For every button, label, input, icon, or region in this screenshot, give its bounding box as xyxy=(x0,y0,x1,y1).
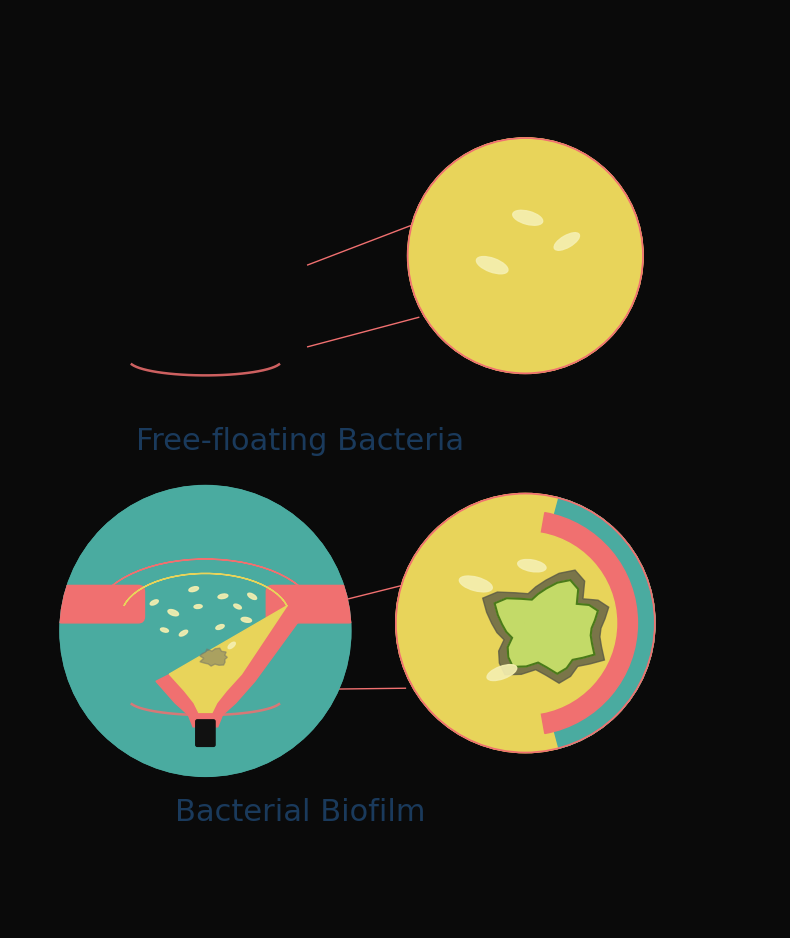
Ellipse shape xyxy=(560,269,581,285)
Ellipse shape xyxy=(150,599,158,605)
Circle shape xyxy=(407,137,644,374)
FancyBboxPatch shape xyxy=(56,246,145,283)
Ellipse shape xyxy=(513,210,543,225)
Ellipse shape xyxy=(241,617,251,622)
Circle shape xyxy=(59,485,352,777)
Polygon shape xyxy=(99,219,312,387)
Polygon shape xyxy=(200,648,228,666)
Ellipse shape xyxy=(179,630,188,636)
Ellipse shape xyxy=(228,643,235,649)
Text: Free-floating Bacteria: Free-floating Bacteria xyxy=(136,427,465,456)
Wedge shape xyxy=(525,532,617,714)
FancyBboxPatch shape xyxy=(266,585,355,623)
Ellipse shape xyxy=(471,223,490,235)
FancyBboxPatch shape xyxy=(196,380,215,407)
Ellipse shape xyxy=(218,594,228,598)
Polygon shape xyxy=(99,559,312,727)
Ellipse shape xyxy=(231,304,239,311)
Ellipse shape xyxy=(253,253,263,260)
Ellipse shape xyxy=(234,604,242,609)
FancyBboxPatch shape xyxy=(266,246,355,283)
Ellipse shape xyxy=(517,560,546,572)
Ellipse shape xyxy=(501,240,526,252)
Polygon shape xyxy=(124,234,287,372)
Text: Bacterial Biofilm: Bacterial Biofilm xyxy=(175,798,426,827)
Wedge shape xyxy=(525,513,638,734)
Polygon shape xyxy=(495,580,598,673)
Ellipse shape xyxy=(535,283,559,304)
Ellipse shape xyxy=(189,586,198,592)
Ellipse shape xyxy=(194,605,202,609)
Wedge shape xyxy=(525,497,656,749)
Ellipse shape xyxy=(179,295,188,301)
Ellipse shape xyxy=(248,593,257,599)
Polygon shape xyxy=(483,570,609,683)
Ellipse shape xyxy=(459,576,492,592)
Ellipse shape xyxy=(487,665,517,681)
Ellipse shape xyxy=(476,257,508,274)
Polygon shape xyxy=(124,573,287,713)
Ellipse shape xyxy=(160,628,168,632)
FancyBboxPatch shape xyxy=(56,585,145,623)
Ellipse shape xyxy=(167,269,180,277)
Ellipse shape xyxy=(188,244,199,250)
Ellipse shape xyxy=(168,610,179,616)
Ellipse shape xyxy=(216,625,224,629)
Circle shape xyxy=(395,492,656,753)
FancyBboxPatch shape xyxy=(196,719,215,747)
Ellipse shape xyxy=(246,277,258,283)
Ellipse shape xyxy=(217,254,229,260)
Circle shape xyxy=(59,145,352,437)
Ellipse shape xyxy=(145,260,155,265)
Polygon shape xyxy=(204,651,224,663)
Ellipse shape xyxy=(554,233,580,250)
